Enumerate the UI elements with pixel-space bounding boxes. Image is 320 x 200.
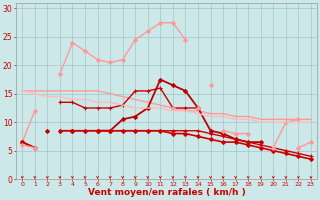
X-axis label: Vent moyen/en rafales ( km/h ): Vent moyen/en rafales ( km/h ) <box>88 188 245 197</box>
